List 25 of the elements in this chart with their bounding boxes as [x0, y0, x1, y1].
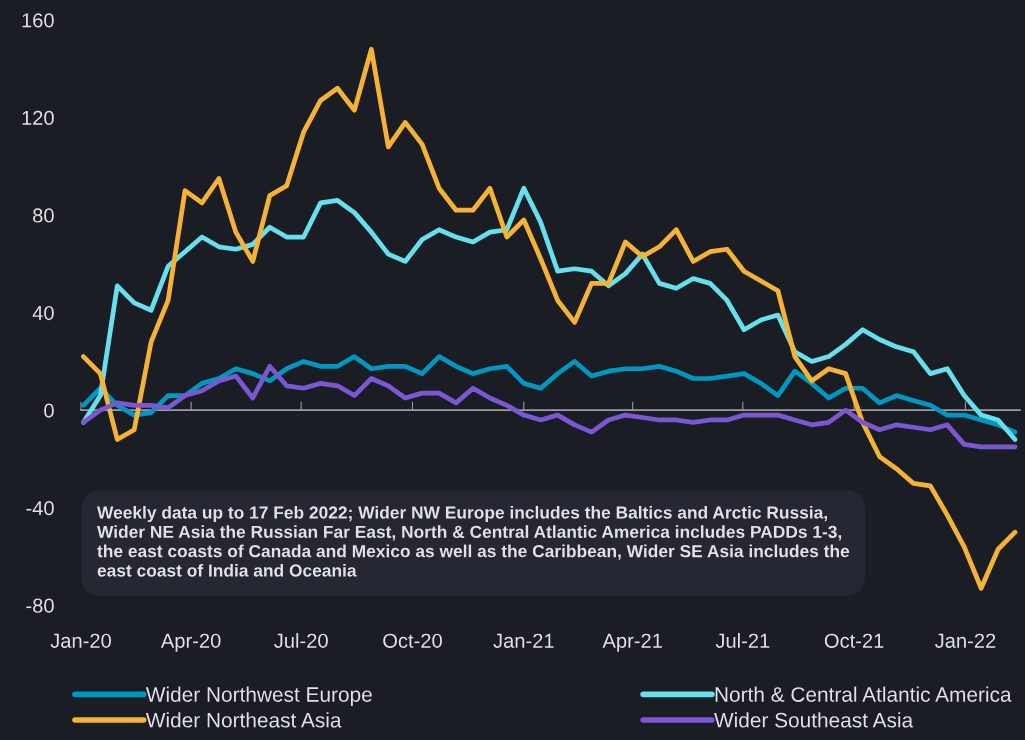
legend-label: North & Central Atlantic America — [715, 686, 1012, 702]
line-series — [81, 354, 1018, 435]
x-tick-label: Jul-21 — [715, 633, 770, 648]
legend-label: Wider Northeast Asia — [145, 712, 342, 728]
x-tick-label: Oct-21 — [824, 633, 884, 648]
y-tick-label: 80 — [33, 208, 54, 223]
x-tick-label: Jan-21 — [493, 633, 554, 648]
x-tick-label: Oct-20 — [383, 633, 442, 648]
x-tick-label: Jan-20 — [50, 633, 111, 648]
y-tick-label: 0 — [44, 403, 54, 418]
x-tick-label: Jul-20 — [274, 633, 328, 648]
y-tick-label: -80 — [26, 598, 54, 613]
legend-label: Wider Southeast Asia — [714, 712, 914, 728]
line-series — [81, 185, 1018, 442]
line-series — [81, 46, 1018, 591]
y-tick-label: 40 — [32, 305, 54, 321]
x-tick-label: Apr-21 — [602, 633, 662, 652]
line-series — [81, 363, 1018, 450]
y-tick-label: 160 — [22, 13, 54, 28]
x-tick-label: Apr-20 — [160, 633, 221, 652]
y-tick-label: 120 — [22, 110, 54, 126]
x-tick-label: Jan-22 — [934, 633, 996, 648]
legend-label: Wider Northwest Europe — [145, 686, 372, 706]
annotation: Weekly data up to 17 Feb 2022; Wider NW Europe includes the Baltics and Arctic Russia, Wider NE Asia the Russian Far East, North & Central Atlantic America includes PADDs 1-3, the east coasts of Canada and Mexico as well as the Caribbean, Wider SE Asia includes the east coast of India and Oceania — [97, 505, 850, 577]
y-tick-label: -40 — [26, 501, 54, 516]
